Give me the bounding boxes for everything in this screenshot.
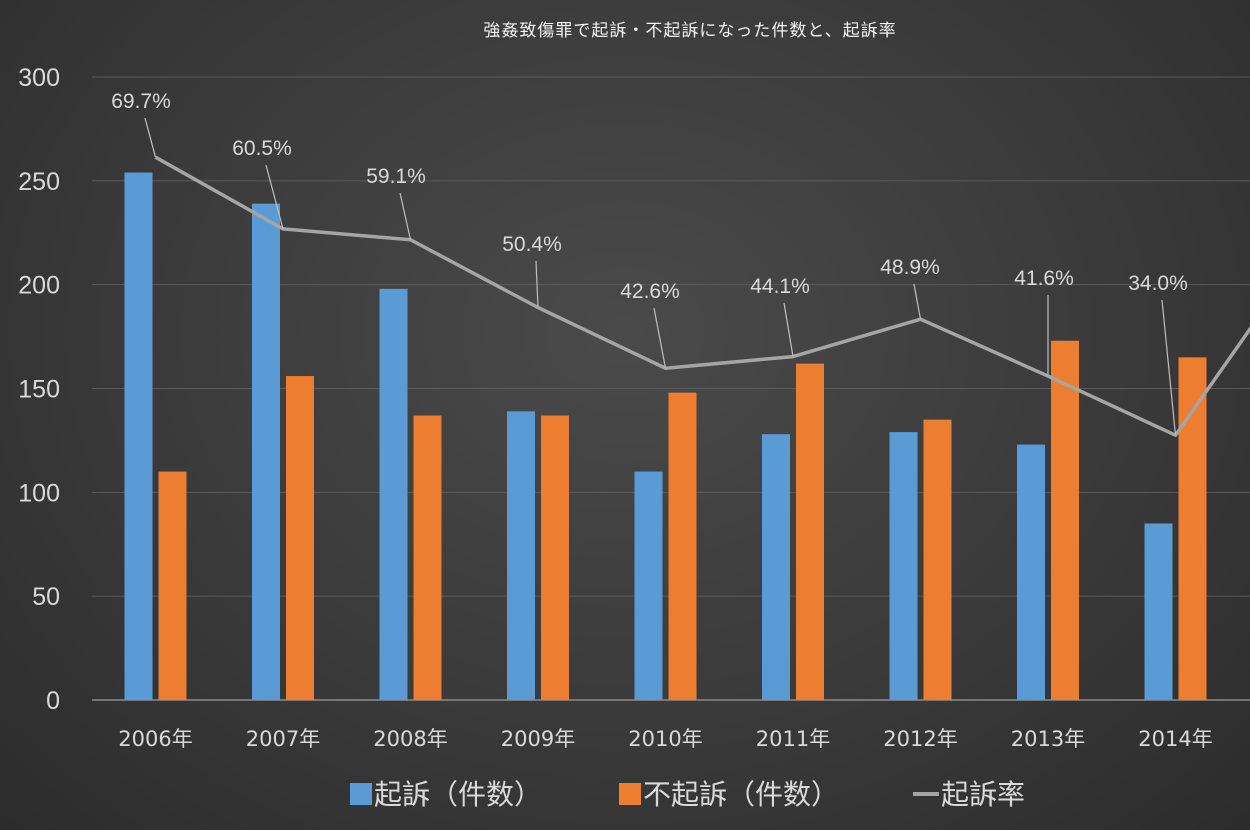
x-tick-label: 2008年 xyxy=(373,727,447,751)
y-tick-label: 150 xyxy=(18,376,60,404)
x-tick-label: 2014年 xyxy=(1138,727,1212,751)
bar-prosecuted xyxy=(252,203,280,700)
y-tick-label: 50 xyxy=(32,583,60,611)
x-tick-label: 2010年 xyxy=(628,727,702,751)
bar-not-prosecuted xyxy=(1051,340,1079,700)
bar-prosecuted xyxy=(379,288,408,700)
x-tick-label: 2007年 xyxy=(246,727,320,751)
x-tick-label: 2012年 xyxy=(883,727,957,751)
data-label-leader xyxy=(783,302,794,357)
legend-label: 起訴（件数） xyxy=(374,778,542,811)
x-tick-label: 2006年 xyxy=(118,727,192,751)
bar-not-prosecuted xyxy=(541,415,569,700)
bars xyxy=(124,172,1207,700)
legend-label: 不起訴（件数） xyxy=(643,778,839,811)
bar-not-prosecuted xyxy=(923,419,952,700)
rate-data-label: 41.6% xyxy=(1014,267,1074,290)
legend-label: 起訴率 xyxy=(941,778,1025,811)
data-label-leader xyxy=(265,164,284,230)
rate-data-label: 50.4% xyxy=(502,233,562,256)
legend-swatch xyxy=(350,783,372,805)
bar-prosecuted xyxy=(889,432,918,700)
bar-prosecuted xyxy=(1144,523,1173,700)
bar-prosecuted xyxy=(762,434,790,700)
y-axis: 0 50 100 150 200 250 300 xyxy=(18,64,60,715)
bar-not-prosecuted xyxy=(668,392,697,700)
bar-prosecuted xyxy=(634,471,663,700)
bar-not-prosecuted xyxy=(413,415,442,700)
y-tick-label: 300 xyxy=(18,64,60,92)
legend-swatch xyxy=(619,783,641,805)
rate-data-label: 34.0% xyxy=(1128,272,1188,295)
rate-data-label: 44.1% xyxy=(750,275,810,298)
y-tick-label: 100 xyxy=(18,479,60,507)
bar-prosecuted xyxy=(124,172,153,700)
bar-prosecuted xyxy=(1017,444,1045,700)
rate-data-label: 60.5% xyxy=(232,137,292,160)
data-label-leader xyxy=(535,260,539,308)
legend: 起訴（件数） 不起訴（件数） 起訴率 xyxy=(350,778,1025,811)
rate-data-label: 42.6% xyxy=(620,280,680,303)
x-tick-label: 2013年 xyxy=(1011,727,1085,751)
x-tick-label: 2009年 xyxy=(501,727,575,751)
y-tick-label: 200 xyxy=(18,272,60,300)
rate-line-path xyxy=(154,155,1250,437)
bar-prosecuted xyxy=(507,411,535,700)
rate-line: 69.7% 60.5% 59.1% 50.4% 42.6% 44.1% 48.9% 41.6%… xyxy=(111,90,1250,437)
data-label-leader xyxy=(913,283,922,320)
rate-data-label: 48.9% xyxy=(880,256,940,279)
data-label-leader xyxy=(653,307,667,369)
bar-not-prosecuted xyxy=(286,376,314,700)
x-axis: 2006年 2007年 2008年 2009年 2010年 2011年 2012年 2013年… xyxy=(118,727,1212,751)
rate-data-label: 69.7% xyxy=(111,90,171,113)
y-tick-label: 0 xyxy=(46,687,60,715)
bar-not-prosecuted xyxy=(796,363,824,700)
x-tick-label: 2011年 xyxy=(756,727,830,751)
data-label-leader xyxy=(399,192,412,240)
bar-not-prosecuted xyxy=(158,471,187,700)
chart-title: 強姦致傷罪で起訴・不起訴になった件数と、起訴率 xyxy=(483,21,896,41)
rate-data-label: 59.1% xyxy=(366,165,426,188)
y-tick-label: 250 xyxy=(18,168,60,196)
data-label-leader xyxy=(144,117,157,158)
data-label-leader xyxy=(1161,299,1177,436)
bar-not-prosecuted xyxy=(1178,357,1207,700)
